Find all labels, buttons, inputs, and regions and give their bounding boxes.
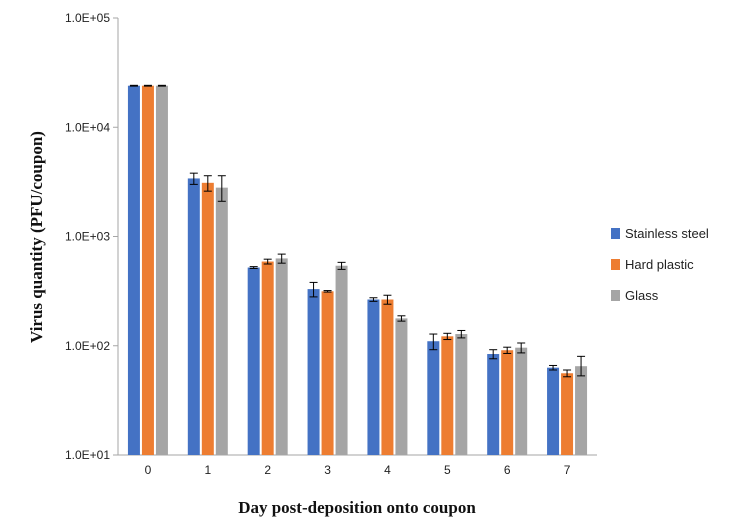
bar [395, 318, 408, 455]
bar [321, 291, 334, 455]
bar [201, 182, 214, 456]
x-tick-label: 1 [204, 463, 211, 477]
legend: Stainless steel Hard plastic Glass [611, 226, 709, 303]
bar [155, 85, 168, 456]
bar [335, 265, 348, 455]
bar [427, 341, 440, 455]
x-axis: 0 1 2 3 4 5 6 7 [118, 454, 597, 477]
bar [127, 85, 140, 456]
bar [307, 289, 320, 455]
bar [261, 261, 274, 455]
error-bars [129, 84, 586, 378]
bar [561, 373, 574, 455]
bar [381, 299, 394, 455]
bar [455, 334, 468, 455]
legend-label: Glass [625, 288, 659, 303]
bar [141, 85, 154, 456]
legend-label: Hard plastic [625, 257, 694, 272]
y-tick-label: 1.0E+05 [65, 11, 110, 25]
y-axis-title: Virus quantity (PFU/coupon) [27, 131, 46, 343]
bar [367, 299, 380, 455]
legend-swatch [611, 228, 620, 239]
legend-label: Stainless steel [625, 226, 709, 241]
y-axis: 1.0E+01 1.0E+02 1.0E+03 1.0E+04 1.0E+05 [65, 11, 119, 462]
y-tick-label: 1.0E+02 [65, 339, 110, 353]
x-tick-label: 3 [324, 463, 331, 477]
y-tick-label: 1.0E+04 [65, 120, 110, 134]
bar [441, 336, 454, 455]
bar [487, 354, 500, 455]
bar [187, 178, 200, 456]
x-tick-label: 4 [384, 463, 391, 477]
x-tick-label: 2 [264, 463, 271, 477]
bar [515, 347, 528, 455]
legend-swatch [611, 259, 620, 270]
bar [247, 267, 260, 455]
bar [275, 258, 288, 455]
y-tick-label: 1.0E+01 [65, 448, 110, 462]
bar [215, 187, 228, 455]
x-tick-label: 0 [145, 463, 152, 477]
bar [501, 350, 514, 455]
x-axis-title: Day post-deposition onto coupon [238, 498, 476, 517]
x-tick-label: 6 [504, 463, 511, 477]
x-tick-label: 7 [564, 463, 571, 477]
bar [547, 367, 560, 455]
bars [127, 85, 588, 456]
legend-swatch [611, 290, 620, 301]
y-tick-label: 1.0E+03 [65, 230, 110, 244]
x-tick-label: 5 [444, 463, 451, 477]
bar [575, 366, 588, 455]
